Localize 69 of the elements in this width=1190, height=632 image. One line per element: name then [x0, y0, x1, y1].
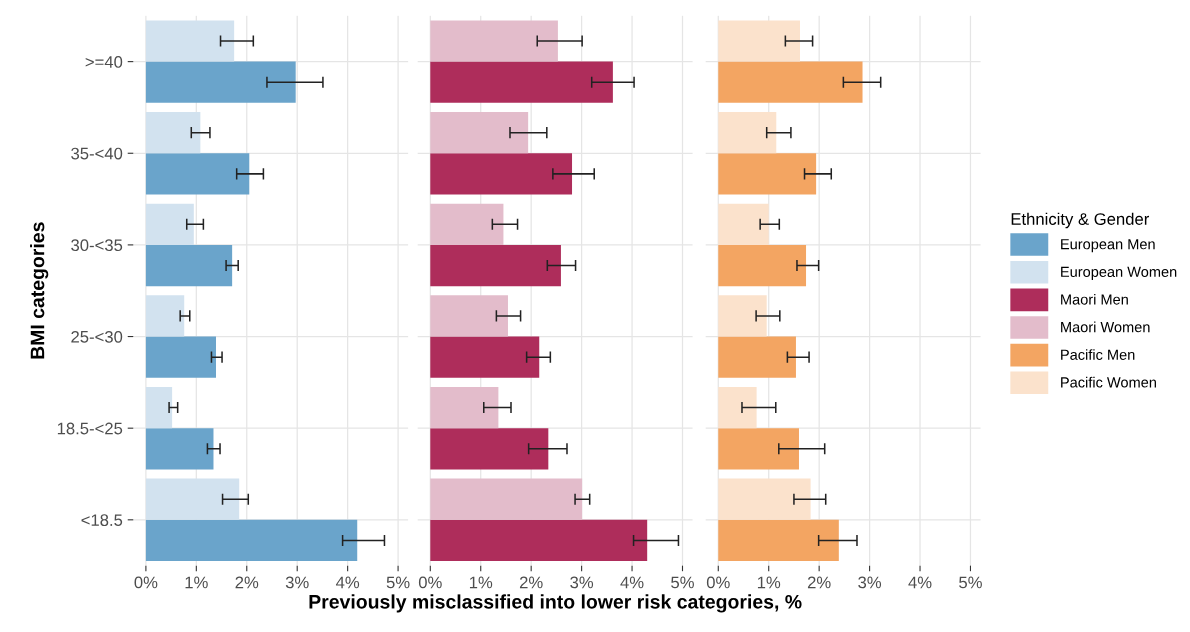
bar	[145, 428, 214, 470]
bar	[718, 519, 839, 562]
legend-label: Maori Women	[1061, 321, 1150, 333]
x-tick-label: 3%	[858, 576, 882, 589]
bar	[718, 20, 800, 62]
legend-label: Maori Men	[1061, 293, 1128, 305]
bar	[145, 519, 358, 562]
legend-title: Ethnicity & Gender	[1011, 212, 1150, 229]
x-tick-label: 5%	[671, 576, 694, 589]
bar	[718, 203, 769, 245]
x-tick-label: 3%	[570, 576, 594, 589]
bar	[430, 336, 540, 378]
bar	[718, 478, 811, 520]
x-tick-label: 5%	[959, 576, 982, 589]
bar	[430, 386, 499, 429]
bar	[430, 112, 529, 154]
y-axis-title: BMI categories	[30, 222, 49, 359]
bar	[145, 386, 173, 429]
bar	[718, 428, 799, 470]
bar	[145, 112, 201, 154]
bar	[718, 336, 796, 378]
bar	[718, 153, 817, 195]
legend-label: European Men	[1061, 239, 1155, 253]
y-tick-label: 18.5-<25	[57, 422, 123, 435]
y-tick-label: 35-<40	[71, 147, 123, 160]
bar	[430, 295, 508, 337]
bar	[718, 61, 863, 103]
legend-label: Pacific Women	[1061, 376, 1156, 388]
x-tick-label: 1%	[757, 576, 781, 589]
x-tick-label: 0%	[418, 576, 442, 589]
bar	[430, 20, 558, 62]
bar	[145, 336, 216, 378]
x-tick-label: 2%	[807, 576, 831, 589]
bar	[430, 244, 561, 287]
x-tick-label: 0%	[134, 576, 158, 589]
x-tick-label: 4%	[620, 576, 644, 589]
x-tick-label: 4%	[335, 576, 360, 589]
x-tick-label: 1%	[185, 576, 208, 589]
x-tick-label: 4%	[908, 576, 932, 589]
x-tick-label: 3%	[285, 576, 309, 589]
y-tick-label: 25-<30	[71, 330, 123, 343]
bar	[145, 295, 185, 337]
bar	[718, 386, 757, 429]
x-tick-label: 2%	[235, 576, 259, 589]
legend-label: European Women	[1061, 266, 1177, 280]
bar	[430, 203, 504, 245]
legend-label: Pacific Men	[1061, 349, 1135, 360]
bar	[430, 519, 648, 562]
bar	[145, 61, 296, 103]
x-tick-label: 0%	[706, 576, 730, 589]
y-tick-label: <18.5	[81, 514, 123, 527]
x-tick-label: 5%	[386, 576, 410, 589]
x-tick-label: 2%	[519, 576, 543, 589]
y-tick-label: 30-<35	[71, 239, 123, 252]
bar	[145, 153, 250, 195]
bar	[430, 428, 549, 470]
x-tick-label: 1%	[469, 576, 493, 589]
bar	[145, 244, 233, 287]
x-axis-title: Previously misclassified into lower risk categories, %	[309, 594, 802, 613]
bar	[145, 203, 194, 245]
bar	[145, 478, 240, 520]
bar	[718, 295, 767, 337]
bar	[430, 478, 583, 520]
bar	[430, 153, 573, 195]
bar	[430, 61, 613, 103]
bar	[718, 112, 777, 154]
bar	[718, 244, 807, 287]
bar	[145, 20, 235, 62]
y-tick-label: >=40	[85, 56, 123, 68]
